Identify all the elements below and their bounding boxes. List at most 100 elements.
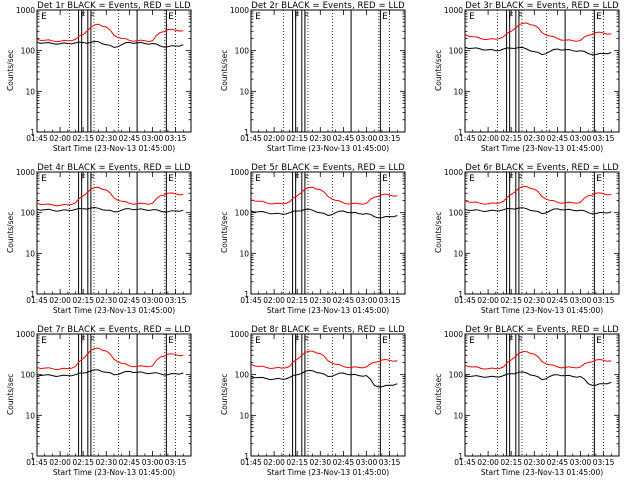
x-tick-label: 01:45	[454, 296, 476, 305]
x-axis-label: Start Time (23-Nov-13 01:45:00)	[480, 468, 604, 477]
panel-title: Det 7r BLACK = Events, RED = LLD	[37, 325, 191, 335]
marker-label: F	[518, 12, 523, 22]
y-tick-label: 100	[21, 371, 36, 380]
y-tick-label: 1	[30, 290, 35, 299]
y-tick-label: 100	[449, 209, 464, 218]
x-tick-label: 02:45	[547, 134, 569, 143]
detector-panel: 1 10 100 1000 01:45 02:00 02:15 02:30 02:45 03:00…	[16, 6, 192, 143]
x-tick-label: 02:30	[309, 458, 331, 467]
y-tick-label: 1000	[444, 168, 463, 177]
marker-label: E	[596, 174, 602, 184]
events-series-line	[464, 46, 612, 56]
x-tick-label: 02:00	[263, 134, 285, 143]
x-tick-label: 02:15	[286, 458, 308, 467]
x-tick-label: 03:15	[593, 458, 615, 467]
x-tick-label: 03:15	[165, 134, 187, 143]
y-tick-label: 100	[235, 371, 250, 380]
x-tick-label: 02:15	[286, 134, 308, 143]
y-tick-label: 1000	[16, 6, 35, 15]
plot-frame	[464, 9, 620, 133]
y-tick-label: 10	[25, 87, 35, 96]
x-tick-label: 02:00	[49, 296, 71, 305]
x-tick-label: 03:00	[356, 296, 378, 305]
x-axis-label: Start Time (23-Nov-13 01:45:00)	[266, 468, 390, 477]
y-tick-label: 10	[239, 249, 249, 258]
x-tick-label: 03:00	[142, 458, 164, 467]
x-tick-label: 02:45	[119, 296, 141, 305]
panel-title: Det 8r BLACK = Events, RED = LLD	[251, 325, 405, 335]
y-tick-label: 1	[244, 452, 249, 461]
y-tick-label: 10	[25, 249, 35, 258]
x-tick-label: 01:45	[26, 296, 48, 305]
x-tick-label: 01:45	[26, 458, 48, 467]
marker-label: E	[255, 174, 261, 184]
x-tick-label: 02:15	[72, 458, 94, 467]
y-tick-label: 1000	[230, 330, 249, 339]
x-tick-label: 03:00	[570, 134, 592, 143]
x-axis-label: Start Time (23-Nov-13 01:45:00)	[266, 144, 390, 153]
marker-label: E	[168, 174, 174, 184]
marker-label: F	[294, 174, 299, 184]
events-series-line	[464, 371, 612, 386]
events-series-line	[36, 40, 184, 48]
x-tick-label: 02:45	[333, 134, 355, 143]
x-tick-label: 03:15	[593, 134, 615, 143]
marker-label: F	[80, 12, 85, 22]
y-tick-label: 1	[458, 452, 463, 461]
marker-label: F	[518, 174, 523, 184]
marker-label: F	[304, 174, 309, 184]
detector-panel: 1 10 100 1000 01:45 02:00 02:15 02:30 02:45 03:00…	[230, 6, 406, 143]
marker-label: E	[255, 12, 261, 22]
y-tick-label: 1000	[230, 168, 249, 177]
x-tick-label: 03:15	[379, 458, 401, 467]
y-tick-label: 100	[235, 47, 250, 56]
detector-panel: 1 10 100 1000 01:45 02:00 02:15 02:30 02:45 03:00…	[230, 330, 406, 467]
y-tick-label: 10	[453, 249, 463, 258]
lld-series-line	[464, 351, 612, 370]
y-tick-label: 1	[458, 290, 463, 299]
x-tick-label: 03:15	[379, 134, 401, 143]
x-tick-label: 02:15	[286, 296, 308, 305]
plot-frame	[250, 333, 406, 457]
panel-title: Det 4r BLACK = Events, RED = LLD	[37, 163, 191, 173]
x-axis-label: Start Time (23-Nov-13 01:45:00)	[266, 306, 390, 315]
events-series-line	[464, 207, 612, 215]
lld-series-line	[250, 350, 398, 370]
x-tick-label: 03:15	[165, 458, 187, 467]
y-tick-label: 1	[244, 290, 249, 299]
x-tick-label: 02:30	[523, 458, 545, 467]
x-tick-label: 02:45	[547, 296, 569, 305]
marker-label: E	[469, 336, 475, 346]
marker-label: E	[382, 174, 388, 184]
detector-panel: 1 10 100 1000 01:45 02:00 02:15 02:30 02:45 03:00…	[16, 168, 192, 305]
marker-label: E	[255, 336, 261, 346]
lld-series-line	[464, 22, 612, 42]
x-axis-label: Start Time (23-Nov-13 01:45:00)	[52, 306, 176, 315]
x-tick-label: 02:30	[523, 134, 545, 143]
marker-label: E	[168, 336, 174, 346]
marker-label: F	[80, 336, 85, 346]
x-tick-label: 02:30	[523, 296, 545, 305]
events-series-line	[250, 369, 398, 388]
x-tick-label: 02:45	[333, 296, 355, 305]
x-tick-label: 02:45	[547, 458, 569, 467]
panel-title: Det 1r BLACK = Events, RED = LLD	[37, 1, 191, 11]
y-tick-label: 10	[453, 87, 463, 96]
x-tick-label: 03:00	[142, 296, 164, 305]
marker-label: F	[90, 12, 95, 22]
y-tick-label: 1	[30, 128, 35, 137]
y-tick-label: 1	[458, 128, 463, 137]
x-tick-label: 02:00	[49, 458, 71, 467]
y-tick-label: 10	[239, 87, 249, 96]
x-tick-label: 02:30	[309, 296, 331, 305]
x-tick-label: 02:30	[95, 458, 117, 467]
marker-label: E	[596, 12, 602, 22]
events-series-line	[250, 208, 398, 219]
x-tick-label: 03:00	[356, 458, 378, 467]
marker-label: E	[382, 12, 388, 22]
x-tick-label: 02:30	[309, 134, 331, 143]
marker-label: E	[382, 336, 388, 346]
x-tick-label: 03:15	[593, 296, 615, 305]
x-tick-label: 02:15	[500, 458, 522, 467]
plot-frame	[464, 171, 620, 295]
